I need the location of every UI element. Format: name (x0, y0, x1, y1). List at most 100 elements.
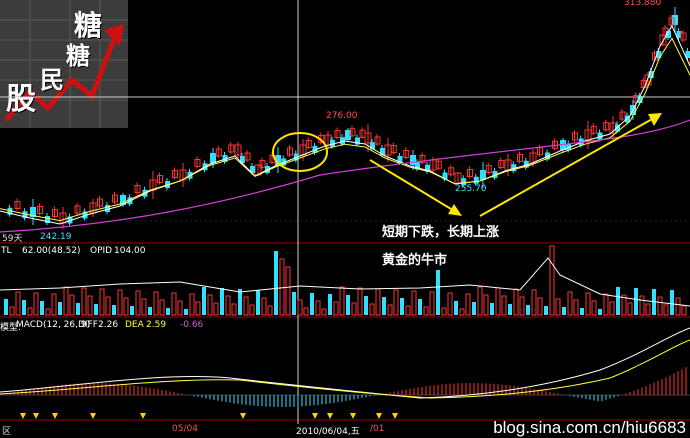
volume-bar-down (238, 289, 242, 315)
candle-body-down (22, 211, 28, 219)
candle-body-down (666, 31, 671, 38)
signal-marker (327, 413, 333, 419)
candle-body-up (244, 152, 251, 161)
candle-body-down (345, 130, 351, 140)
candle-body-up (14, 201, 21, 209)
price-label-276: 276.00 (326, 111, 358, 121)
candle-body-down (105, 205, 110, 212)
volume-indicator-value: 62.00(48.52) (22, 246, 81, 256)
candle-body-up (467, 169, 473, 177)
volume-bar-up (477, 286, 483, 316)
signal-marker (240, 413, 246, 419)
dea-value: 2.59 (146, 320, 167, 330)
volume-bar-down (382, 297, 386, 315)
macd-prefix: 模型: (0, 323, 22, 333)
logo-char-1: 糖 (74, 9, 103, 42)
candle-body-up (435, 160, 442, 169)
volume-bar-down (616, 287, 620, 315)
logo-char-2: 糖 (66, 41, 90, 70)
volume-bar-up (621, 294, 627, 316)
candle-body-up (112, 194, 118, 203)
candle-body-up (134, 185, 141, 193)
candle-body-up (74, 205, 81, 214)
volume-bar-up (663, 304, 669, 316)
volume-bar-down (4, 299, 8, 315)
volume-bar-up (63, 286, 69, 316)
volume-bar-up (357, 287, 363, 316)
candle-body-up (390, 145, 397, 153)
signal-marker (20, 413, 26, 419)
volume-bar-up (495, 287, 501, 316)
volume-bar-down (670, 290, 674, 315)
volume-bar-up (81, 287, 87, 316)
volume-bar-up (69, 294, 75, 316)
signal-marker (140, 413, 146, 419)
candle-body-up (157, 175, 163, 183)
candle-body-down (120, 195, 126, 205)
candle-body-down (222, 155, 228, 162)
candle-body-up (403, 150, 410, 158)
volume-bar-up (675, 297, 681, 316)
volume-bar-down (220, 288, 224, 315)
volume-bar-down (598, 309, 602, 315)
volume-bar-down (22, 300, 26, 315)
candle-body-up (52, 209, 58, 217)
candle-body-down (397, 156, 403, 163)
volume-bar-up (441, 307, 447, 316)
volume-bar-down (58, 302, 62, 315)
candle-body-down (210, 153, 216, 163)
volume-bar-down (130, 306, 134, 315)
price-label-255: 255.70 (455, 184, 487, 194)
candle-body-up (194, 159, 201, 167)
price-label-high: 313.880 (624, 0, 662, 8)
signal-marker (376, 413, 382, 419)
volume-bar-down (526, 305, 530, 315)
volume-bar-down (544, 306, 548, 315)
candle-body-down (275, 155, 281, 165)
diff-label: DIFF (78, 320, 98, 330)
volume-bar-up (393, 289, 399, 316)
volume-bar-up (483, 294, 489, 316)
volume-bar-down (148, 307, 152, 315)
volume-bar-up (627, 302, 633, 316)
candle-body-up (359, 129, 366, 138)
volume-bar-down (310, 293, 314, 315)
volume-bar-up (99, 288, 105, 316)
candle-body-down (30, 207, 36, 217)
candle-body-up (668, 17, 675, 26)
date-axis-01: /01 (370, 424, 385, 434)
candle-body-up (97, 198, 103, 207)
candle-body-up (215, 148, 222, 157)
blog-watermark: blog.sina.com.cn/hiu6683 (493, 418, 686, 437)
volume-bar-up (321, 308, 327, 316)
dea-label: DEA (125, 320, 144, 330)
date-axis-left: 区 (2, 427, 12, 437)
volume-bar-down (634, 288, 638, 315)
volume-bar-down (400, 298, 404, 315)
volume-bar-up (135, 290, 141, 316)
volume-bar-up (33, 292, 39, 316)
ma-period-label: 59天 (2, 234, 23, 244)
volume-average-line (0, 257, 690, 307)
volume-bar-up (9, 306, 15, 316)
volume-bar-up (177, 300, 183, 316)
volume-bar-up (639, 295, 645, 316)
candle-body-up (680, 32, 687, 41)
volume-bar-up (465, 293, 471, 316)
volume-bar-down (490, 303, 494, 315)
volume-bar-up (159, 299, 165, 316)
candle-body-up (498, 160, 505, 168)
signal-marker (52, 413, 58, 419)
candle-body-up (305, 140, 312, 148)
volume-bar-up (351, 302, 357, 316)
volume-bar-up (411, 290, 417, 316)
arrow-down-line (369, 159, 457, 213)
candle-body-down (425, 164, 430, 172)
volume-bar-up (153, 291, 159, 316)
candle-body-up (603, 122, 610, 131)
moving-average-mid (0, 37, 690, 222)
volume-bar-down (274, 251, 278, 315)
volume-bar-down (436, 270, 440, 315)
volume-bar-down (418, 299, 422, 315)
